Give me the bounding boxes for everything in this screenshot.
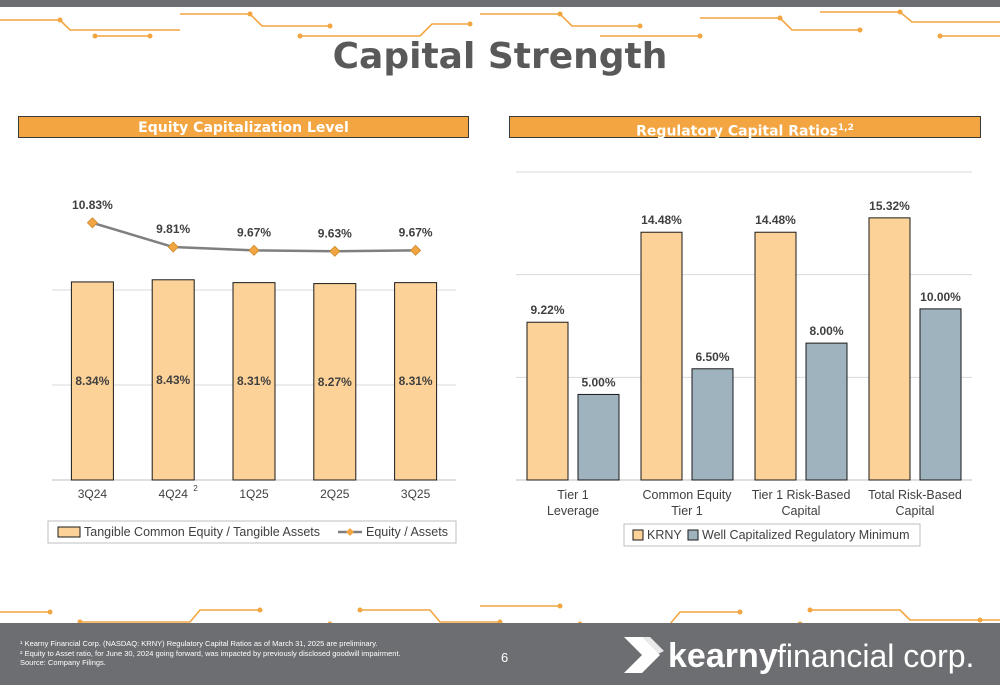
bar-data-label: 15.32% xyxy=(869,199,910,213)
logo-text-bold: kearny xyxy=(668,637,778,675)
line-data-label: 9.63% xyxy=(318,226,352,240)
equity-capitalization-chart: 8.34% 3Q24 8.43% 4Q24 2 8.31% 1Q25 8.27% 2Q25 8.3… xyxy=(47,198,457,544)
regulatory-capital-chart: 9.22% 5.00% Tier 1 Leverage 14.48% 6.50% Commo… xyxy=(516,171,972,547)
logo-text-light: financial corp. xyxy=(777,638,974,674)
footnote-2: ² Equity to Asset ratio, for June 30, 20… xyxy=(20,648,401,658)
bar-data-label: 8.31% xyxy=(399,374,433,388)
legend-swatch-krny xyxy=(632,529,644,541)
left-panel-header: Equity Capitalization Level xyxy=(18,116,469,138)
line-data-label: 10.83% xyxy=(72,198,113,212)
bar-data-label: 8.00% xyxy=(809,324,843,338)
bar-data-label: 8.31% xyxy=(237,374,271,388)
x-tick-label: Total Risk-Based xyxy=(868,488,962,502)
x-tick-label: 3Q25 xyxy=(401,487,431,501)
x-tick-label: Tier 1 xyxy=(671,504,703,518)
page-title: Capital Strength xyxy=(332,36,668,77)
legend-label-bar: Tangible Common Equity / Tangible Assets xyxy=(84,525,320,539)
footnote-source: Source: Company Filings. xyxy=(20,658,106,667)
circuit-decoration-top xyxy=(0,9,1000,39)
bar-data-label: 8.34% xyxy=(75,374,109,388)
bar-tce-ta xyxy=(232,282,276,481)
bar-regulatory-minimum xyxy=(805,342,848,481)
bar-krny xyxy=(754,231,797,481)
x-tick-label: 3Q24 xyxy=(78,487,108,501)
right-panel-header-text: Regulatory Capital Ratios xyxy=(636,123,838,140)
bar-krny xyxy=(640,231,683,481)
legend-swatch-minimum xyxy=(687,529,699,541)
x-tick-label: 4Q24 xyxy=(159,487,189,501)
footer: ¹ Kearny Financial Corp. (NASDAQ: KRNY) … xyxy=(0,623,1000,685)
line-data-label: 9.67% xyxy=(237,225,271,239)
line-marker xyxy=(167,241,179,253)
line-data-label: 9.81% xyxy=(156,222,190,236)
legend-swatch-marker xyxy=(346,528,354,536)
x-tick-label: Capital xyxy=(782,504,821,518)
bar-data-label: 14.48% xyxy=(641,213,682,227)
bar-data-label: 14.48% xyxy=(755,213,796,227)
top-bar xyxy=(0,0,1000,7)
bar-krny xyxy=(526,321,569,481)
legend-label-minimum: Well Capitalized Regulatory Minimum xyxy=(702,528,909,542)
bar-data-label: 5.00% xyxy=(581,375,615,389)
bar-tce-ta xyxy=(394,282,438,481)
legend-swatch-bar xyxy=(57,526,81,538)
right-panel-header-sup: 1,2 xyxy=(837,123,854,133)
x-tick-label: Leverage xyxy=(547,504,599,518)
bar-regulatory-minimum xyxy=(577,393,620,481)
footnotes: ¹ Kearny Financial Corp. (NASDAQ: KRNY) … xyxy=(20,639,490,668)
x-tick-label: 1Q25 xyxy=(239,487,269,501)
bar-data-label: 9.22% xyxy=(530,303,564,317)
bar-tce-ta xyxy=(70,281,114,481)
left-panel-header-text: Equity Capitalization Level xyxy=(138,120,349,136)
x-tick-label: Capital xyxy=(896,504,935,518)
legend-label-krny: KRNY xyxy=(647,528,682,542)
footnote-1: ¹ Kearny Financial Corp. (NASDAQ: KRNY) … xyxy=(20,639,378,648)
legend-label-line: Equity / Assets xyxy=(366,525,448,539)
bar-data-label: 8.43% xyxy=(156,373,190,387)
bar-regulatory-minimum xyxy=(691,368,734,481)
x-tick-label: Tier 1 xyxy=(557,488,589,502)
bar-data-label: 8.27% xyxy=(318,375,352,389)
bar-data-label: 6.50% xyxy=(695,350,729,364)
line-marker xyxy=(410,244,422,256)
bar-tce-ta xyxy=(151,279,195,481)
line-data-label: 9.67% xyxy=(399,225,433,239)
x-tick-label: 2Q25 xyxy=(320,487,350,501)
bar-tce-ta xyxy=(313,283,357,481)
kearny-logo: kearny financial corp. xyxy=(624,637,974,675)
legend-box xyxy=(47,520,457,544)
line-marker xyxy=(329,245,341,257)
bar-regulatory-minimum xyxy=(919,308,962,481)
x-tick-sup: 2 xyxy=(193,484,198,493)
x-tick-label: Common Equity xyxy=(643,488,733,502)
bar-krny xyxy=(868,217,911,481)
page-number: 6 xyxy=(501,650,509,665)
right-panel-header: Regulatory Capital Ratios1,2 xyxy=(509,116,981,140)
bar-data-label: 10.00% xyxy=(920,290,961,304)
logo-chevron-icon xyxy=(624,637,664,673)
x-tick-label: Tier 1 Risk-Based xyxy=(752,488,851,502)
line-marker xyxy=(86,217,98,229)
line-marker xyxy=(248,244,260,256)
